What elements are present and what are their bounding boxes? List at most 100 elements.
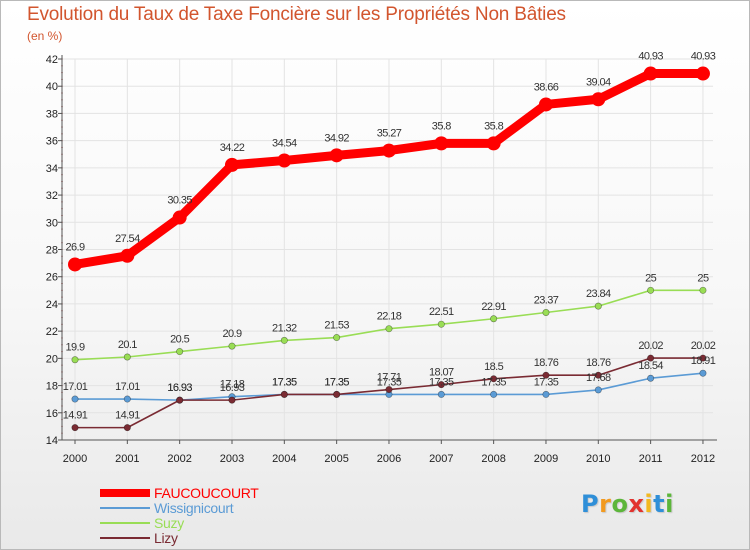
data-point [490,375,498,383]
data-point [594,371,602,379]
legend-label: FAUCOUCOURT [154,485,259,501]
x-tick-label: 2002 [167,453,191,465]
data-point [228,396,236,404]
legend-label: Lizy [154,530,178,546]
data-point [329,148,344,163]
data-point [699,354,707,362]
data-point [490,315,498,323]
data-point [224,157,239,172]
proxiti-logo: Proxiti [581,490,674,518]
x-tick-label: 2010 [586,453,610,465]
data-point [486,136,501,151]
data-point [542,309,550,317]
data-label: 17.35 [377,376,402,388]
data-label: 17.01 [115,381,140,393]
x-tick-label: 2011 [639,453,663,465]
x-tick-label: 2006 [377,453,401,465]
data-label: 17.35 [324,376,349,388]
data-point [333,334,341,342]
data-label: 20.1 [118,339,137,351]
data-label: 17.18 [220,379,245,391]
data-point [71,395,79,403]
data-labels: 17.01 17.01 16.93 17.18 17.35 17.35 17.35 17.35… [63,51,717,422]
data-label: 38.66 [534,81,559,93]
logo-letter: P [581,490,600,518]
data-label: 18.5 [484,361,503,373]
data-point [123,424,131,432]
data-label: 27.54 [115,233,140,245]
data-label: 16.93 [220,382,245,394]
y-tick-label: 20 [46,353,58,365]
data-point [381,143,396,158]
data-point [437,381,445,389]
data-label: 17.35 [324,376,349,388]
data-label: 22.51 [429,306,454,318]
data-label: 14.91 [63,410,88,422]
series-layer [68,66,710,432]
data-label: 17.35 [272,376,297,388]
data-point [538,97,553,112]
data-label: 35.8 [484,120,503,132]
y-tick-label: 30 [46,217,58,229]
logo-letter: i [665,490,674,518]
data-point [647,374,655,382]
data-point [228,342,236,350]
data-point [542,390,550,398]
data-label: 25 [645,272,657,284]
data-label: 17.71 [377,372,402,384]
data-label: 19.9 [65,342,84,354]
y-tick-label: 18 [46,381,58,393]
data-label: 39.04 [586,76,611,88]
legend-label: Suzy [154,515,184,531]
x-tick-label: 2005 [324,453,348,465]
x-tick-label: 2012 [691,453,715,465]
x-tick-label: 2007 [429,453,453,465]
data-label: 20.9 [222,328,241,340]
data-label: 21.53 [324,320,349,332]
data-label: 17.35 [481,376,506,388]
y-tick-label: 26 [46,272,58,284]
legend-label: Wissignicourt [154,500,234,516]
data-label: 26.9 [65,241,84,253]
data-point [172,210,187,225]
data-label: 23.84 [586,288,611,300]
x-tick-label: 2009 [534,453,558,465]
data-label: 18.54 [638,360,663,372]
data-label: 17.01 [63,381,88,393]
data-point [280,336,288,344]
data-point [434,136,449,151]
data-point [699,369,707,377]
data-label: 20.02 [638,340,663,352]
logo-letter: i [644,490,654,518]
data-label: 34.54 [272,138,297,150]
x-tick-label: 2003 [220,453,244,465]
data-point [280,390,288,398]
data-point [176,348,184,356]
logo-letter: o [611,490,629,518]
data-point [647,286,655,294]
y-tick-label: 24 [46,299,58,311]
data-point [123,395,131,403]
data-point [647,354,655,362]
y-tick-label: 22 [46,326,58,338]
data-label: 34.22 [220,142,245,154]
data-point [333,390,341,398]
data-label: 17.35 [534,376,559,388]
axes: 14 16 18 20 22 24 26 28 30 32 34 36 38 40 42 2000 2001 20… [46,54,717,465]
data-label: 17.68 [586,372,611,384]
data-point [594,386,602,394]
data-label: 18.76 [534,357,559,369]
data-point [277,153,292,168]
data-label: 16.93 [167,382,192,394]
data-point [385,325,393,333]
data-point [123,353,131,361]
data-label: 18.07 [429,367,454,379]
data-point [490,390,498,398]
data-point [695,66,710,81]
data-label: 14.91 [115,410,140,422]
data-point [385,386,393,394]
y-tick-label: 32 [46,190,58,202]
x-tick-label: 2008 [481,453,505,465]
